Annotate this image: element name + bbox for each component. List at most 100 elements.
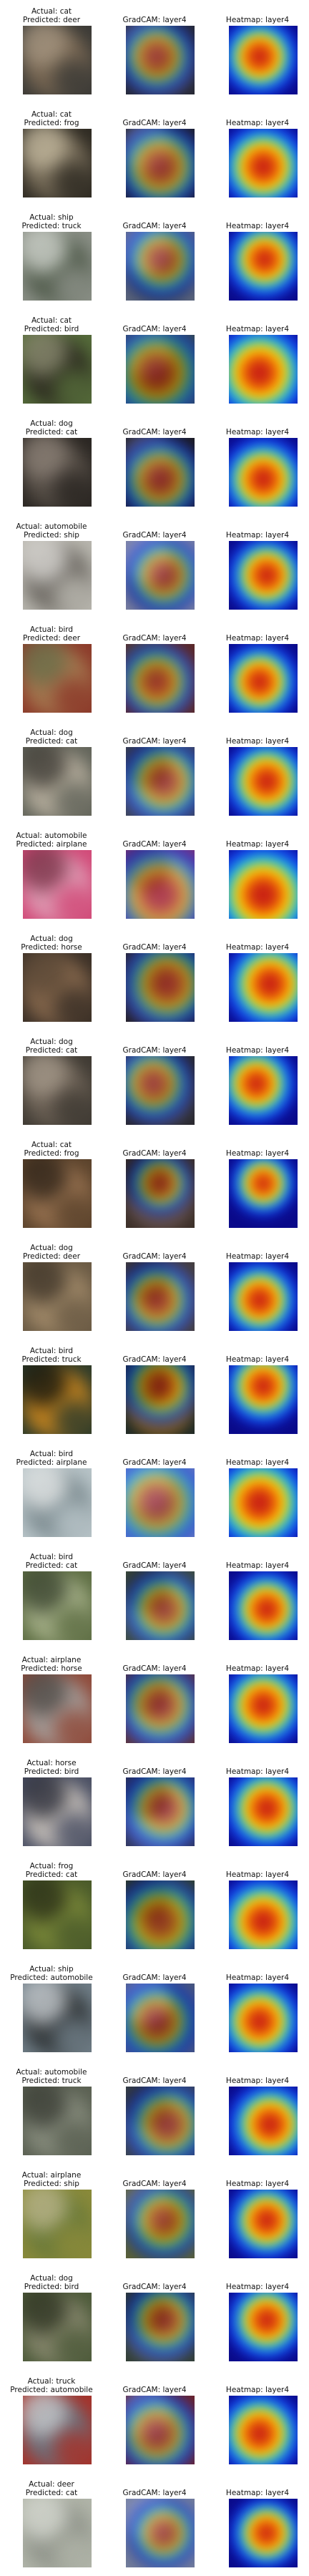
sample-row: Actual: cat Predicted: frog GradCAM: layer… bbox=[0, 1133, 309, 1236]
gradcam-overlay-image bbox=[126, 1468, 195, 1537]
heatmap-image bbox=[229, 747, 298, 816]
heat-layer-red bbox=[150, 248, 173, 271]
sample-row: Actual: dog Predicted: cat GradCAM: layer4… bbox=[0, 1030, 309, 1133]
actual-label: Actual: airplane bbox=[21, 2171, 82, 2180]
gradcam-heat-layer bbox=[126, 1571, 195, 1640]
heatmap-title: Heatmap: layer4 bbox=[225, 119, 290, 127]
heatmap-image bbox=[229, 1468, 298, 1537]
heat-layer-red bbox=[152, 564, 175, 587]
gradcam-panel: GradCAM: layer4 bbox=[103, 2370, 206, 2473]
input-image-panel: Actual: airplane Predicted: ship bbox=[0, 2164, 103, 2267]
heat-layer-red bbox=[152, 2308, 175, 2332]
predicted-label: Predicted: frog bbox=[24, 1149, 79, 1158]
heatmap-panel: Heatmap: layer4 bbox=[206, 1443, 309, 1546]
gradcam-title: GradCAM: layer4 bbox=[122, 531, 187, 540]
gradcam-panel: GradCAM: layer4 bbox=[103, 1030, 206, 1133]
sample-row: Actual: automobile Predicted: airplane Gra… bbox=[0, 824, 309, 927]
sample-row: Actual: airplane Predicted: ship GradCAM: … bbox=[0, 2164, 309, 2267]
photo-region bbox=[23, 1571, 68, 1613]
gradcam-panel: GradCAM: layer4 bbox=[103, 2164, 206, 2267]
heatmap-image bbox=[229, 438, 298, 507]
heatmap-panel: Heatmap: layer4 bbox=[206, 927, 309, 1030]
sample-row: Actual: bird Predicted: cat GradCAM: layer… bbox=[0, 1546, 309, 1649]
sample-row: Actual: automobile Predicted: ship GradCAM… bbox=[0, 515, 309, 618]
gradcam-panel: GradCAM: layer4 bbox=[103, 1443, 206, 1546]
heatmap-image bbox=[229, 2396, 298, 2464]
heatmap-title: Heatmap: layer4 bbox=[225, 2386, 290, 2394]
heat-layer-red bbox=[151, 1795, 177, 1821]
input-image-panel: Actual: dog Predicted: cat bbox=[0, 721, 103, 824]
input-image bbox=[23, 1056, 92, 1125]
heatmap-title: Heatmap: layer4 bbox=[225, 16, 290, 24]
predicted-label: Predicted: deer bbox=[22, 634, 81, 643]
gradcam-heat-layer bbox=[126, 1262, 195, 1331]
heat-layer-red bbox=[152, 2209, 175, 2233]
input-image bbox=[23, 953, 92, 1022]
heat-layer-red bbox=[250, 1908, 277, 1936]
gradcam-panel: GradCAM: layer4 bbox=[103, 2267, 206, 2370]
heatmap-title: Heatmap: layer4 bbox=[225, 1149, 290, 1158]
predicted-label: Predicted: cat bbox=[25, 737, 78, 746]
heatmap-image bbox=[229, 1056, 298, 1125]
heatmap-image bbox=[229, 953, 298, 1022]
gradcam-title: GradCAM: layer4 bbox=[122, 2386, 187, 2394]
heatmap-image bbox=[229, 850, 298, 919]
heat-layer-red bbox=[151, 1174, 170, 1193]
photo-region bbox=[23, 1262, 68, 1304]
photo-region bbox=[54, 1915, 92, 1949]
gradcam-panel: GradCAM: layer4 bbox=[103, 1649, 206, 1752]
sample-row: Actual: dog Predicted: deer GradCAM: layer… bbox=[0, 1236, 309, 1340]
input-image-panel: Actual: ship Predicted: truck bbox=[0, 206, 103, 309]
heatmap-title: Heatmap: layer4 bbox=[225, 634, 290, 643]
gradcam-heat-layer bbox=[126, 1984, 195, 2052]
heat-layer-red bbox=[144, 2421, 170, 2446]
heatmap-panel: Heatmap: layer4 bbox=[206, 1340, 309, 1443]
actual-label: Actual: cat bbox=[31, 110, 72, 119]
gradcam-title: GradCAM: layer4 bbox=[122, 737, 187, 746]
heatmap-image bbox=[229, 129, 298, 197]
gradcam-panel: GradCAM: layer4 bbox=[103, 2061, 206, 2164]
gradcam-overlay-image bbox=[126, 644, 195, 713]
heatmap-title: Heatmap: layer4 bbox=[225, 531, 290, 540]
photo-region bbox=[23, 1468, 68, 1510]
heat-layer-red bbox=[144, 2009, 170, 2034]
gradcam-heat-layer bbox=[126, 850, 195, 919]
input-image bbox=[23, 1984, 92, 2052]
input-image bbox=[23, 1159, 92, 1228]
photo-region bbox=[23, 129, 68, 170]
gradcam-heat-layer bbox=[126, 129, 195, 197]
gradcam-title: GradCAM: layer4 bbox=[122, 1252, 187, 1261]
input-image bbox=[23, 747, 92, 816]
photo-region bbox=[23, 438, 68, 479]
heatmap-panel: Heatmap: layer4 bbox=[206, 103, 309, 206]
gradcam-panel: GradCAM: layer4 bbox=[103, 1855, 206, 1958]
gradcam-title: GradCAM: layer4 bbox=[122, 1664, 187, 1673]
gradcam-panel: GradCAM: layer4 bbox=[103, 1236, 206, 1340]
input-image bbox=[23, 1880, 92, 1949]
heatmap-image bbox=[229, 644, 298, 713]
heatmap-panel: Heatmap: layer4 bbox=[206, 1855, 309, 1958]
actual-label: Actual: cat bbox=[31, 316, 72, 325]
predicted-label: Predicted: ship bbox=[24, 2180, 79, 2188]
gradcam-heat-layer bbox=[126, 1777, 195, 1846]
photo-region bbox=[23, 232, 68, 273]
heat-layer-red bbox=[142, 1072, 165, 1096]
photo-region bbox=[23, 2499, 68, 2540]
predicted-label: Predicted: cat bbox=[25, 2489, 78, 2497]
input-image-panel: Actual: frog Predicted: cat bbox=[0, 1855, 103, 1958]
heatmap-panel: Heatmap: layer4 bbox=[206, 206, 309, 309]
gradcam-panel: GradCAM: layer4 bbox=[103, 103, 206, 206]
heatmap-panel: Heatmap: layer4 bbox=[206, 515, 309, 618]
sample-row: Actual: cat Predicted: bird GradCAM: layer… bbox=[0, 309, 309, 412]
input-image-panel: Actual: cat Predicted: frog bbox=[0, 1133, 103, 1236]
input-image bbox=[23, 2499, 92, 2567]
gradcam-title: GradCAM: layer4 bbox=[122, 2077, 187, 2085]
sample-row: Actual: horse Predicted: bird GradCAM: lay… bbox=[0, 1752, 309, 1855]
heatmap-title: Heatmap: layer4 bbox=[225, 2489, 290, 2497]
actual-label: Actual: ship bbox=[29, 213, 74, 222]
heatmap-title: Heatmap: layer4 bbox=[225, 1664, 290, 1673]
gradcam-heat-layer bbox=[126, 335, 195, 404]
gradcam-title: GradCAM: layer4 bbox=[122, 1458, 187, 1467]
heatmap-title: Heatmap: layer4 bbox=[225, 222, 290, 230]
photo-region bbox=[23, 644, 68, 686]
